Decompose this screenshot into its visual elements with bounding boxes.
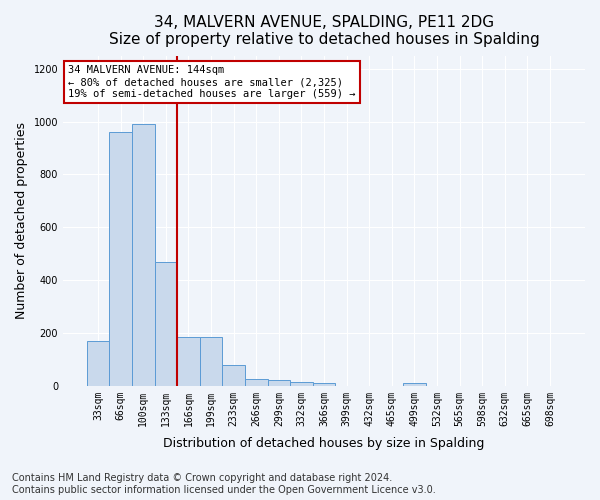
Text: Contains HM Land Registry data © Crown copyright and database right 2024.
Contai: Contains HM Land Registry data © Crown c…	[12, 474, 436, 495]
Title: 34, MALVERN AVENUE, SPALDING, PE11 2DG
Size of property relative to detached hou: 34, MALVERN AVENUE, SPALDING, PE11 2DG S…	[109, 15, 539, 48]
Y-axis label: Number of detached properties: Number of detached properties	[15, 122, 28, 319]
Bar	[223, 364, 245, 386]
Bar	[200, 337, 223, 386]
Bar	[268, 380, 290, 386]
Bar	[177, 337, 200, 386]
Bar	[313, 383, 335, 386]
Bar	[109, 132, 132, 386]
Bar	[245, 379, 268, 386]
Bar	[403, 383, 426, 386]
Bar	[87, 341, 109, 386]
Bar	[132, 124, 155, 386]
X-axis label: Distribution of detached houses by size in Spalding: Distribution of detached houses by size …	[163, 437, 485, 450]
Bar	[290, 382, 313, 386]
Bar	[155, 262, 177, 386]
Text: 34 MALVERN AVENUE: 144sqm
← 80% of detached houses are smaller (2,325)
19% of se: 34 MALVERN AVENUE: 144sqm ← 80% of detac…	[68, 66, 356, 98]
